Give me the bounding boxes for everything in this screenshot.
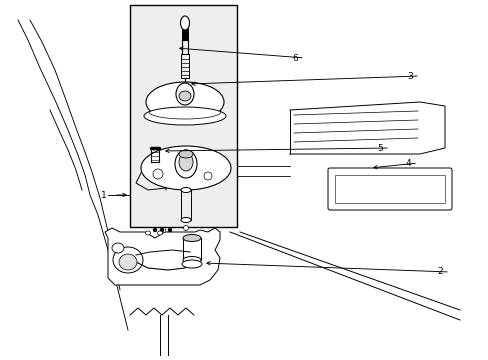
Ellipse shape xyxy=(141,146,230,190)
Text: 6: 6 xyxy=(291,54,297,63)
Ellipse shape xyxy=(145,231,150,235)
Ellipse shape xyxy=(183,225,188,230)
Ellipse shape xyxy=(168,228,172,232)
Text: 2: 2 xyxy=(436,267,442,276)
Ellipse shape xyxy=(183,256,201,264)
Ellipse shape xyxy=(179,153,193,171)
Ellipse shape xyxy=(160,228,163,232)
Ellipse shape xyxy=(203,172,212,180)
FancyBboxPatch shape xyxy=(327,168,451,210)
Ellipse shape xyxy=(146,82,224,122)
Ellipse shape xyxy=(157,231,162,235)
Ellipse shape xyxy=(181,188,191,193)
Ellipse shape xyxy=(179,150,193,158)
Text: 5: 5 xyxy=(376,144,382,153)
Text: 1: 1 xyxy=(101,190,107,199)
Ellipse shape xyxy=(153,228,157,232)
Ellipse shape xyxy=(112,243,124,253)
Bar xyxy=(334,175,444,203)
Text: 4: 4 xyxy=(405,158,410,167)
Ellipse shape xyxy=(113,247,142,273)
Ellipse shape xyxy=(183,234,201,242)
Bar xyxy=(130,5,237,227)
Ellipse shape xyxy=(179,91,191,101)
Polygon shape xyxy=(105,228,220,285)
Text: 3: 3 xyxy=(407,72,412,81)
Ellipse shape xyxy=(181,217,191,222)
Ellipse shape xyxy=(176,83,194,105)
Ellipse shape xyxy=(175,150,197,178)
Ellipse shape xyxy=(119,254,137,270)
Ellipse shape xyxy=(143,107,225,125)
Ellipse shape xyxy=(153,169,163,179)
Ellipse shape xyxy=(180,16,189,30)
Ellipse shape xyxy=(182,260,202,268)
